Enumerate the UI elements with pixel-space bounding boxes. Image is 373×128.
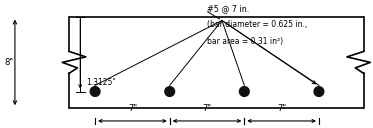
Ellipse shape (165, 87, 175, 96)
Text: 7": 7" (203, 104, 211, 113)
Text: bar area = 0.31 in²): bar area = 0.31 in²) (207, 37, 283, 46)
Text: 8": 8" (4, 58, 13, 67)
Text: 7": 7" (277, 104, 286, 113)
Text: (bar diameter = 0.625 in.,: (bar diameter = 0.625 in., (207, 20, 307, 29)
Text: #5 @ 7 in.: #5 @ 7 in. (207, 4, 249, 13)
Ellipse shape (239, 87, 249, 96)
Ellipse shape (314, 87, 324, 96)
Text: 1.3125": 1.3125" (86, 78, 116, 87)
Ellipse shape (90, 87, 100, 96)
Text: 7": 7" (128, 104, 137, 113)
